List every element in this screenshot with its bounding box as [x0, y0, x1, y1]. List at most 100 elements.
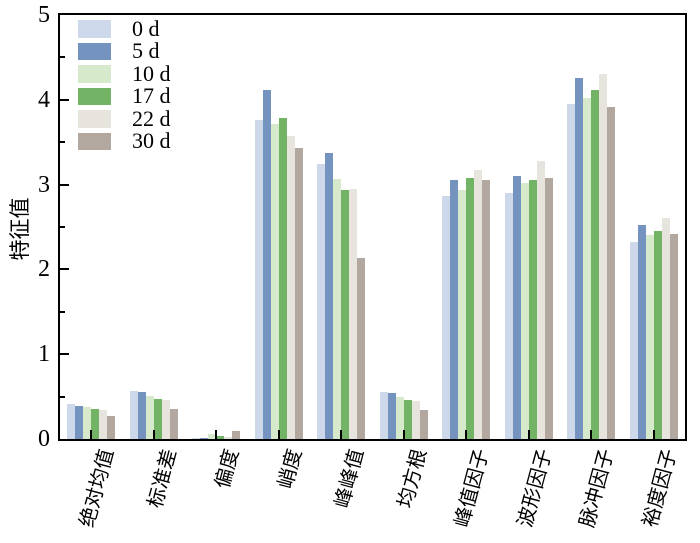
bar	[637, 225, 646, 439]
bar	[333, 178, 342, 439]
x-major-tick	[90, 430, 93, 439]
y-minor-tick	[60, 226, 65, 228]
legend-label: 22 d	[132, 105, 171, 131]
y-tick-label: 4	[38, 86, 50, 113]
x-major-tick	[402, 430, 405, 439]
bar	[107, 416, 116, 439]
legend-swatch	[78, 42, 111, 60]
bar	[216, 435, 225, 439]
bar	[599, 73, 608, 439]
bar	[208, 433, 217, 439]
bar	[653, 231, 662, 439]
bar	[661, 217, 670, 439]
bar	[254, 120, 263, 439]
y-tick-label: 0	[38, 426, 50, 452]
bar	[528, 180, 537, 439]
bar	[91, 409, 100, 439]
y-major-tick	[60, 183, 69, 186]
x-tick-label: 绝对均值	[76, 446, 119, 530]
legend-swatch	[78, 110, 111, 128]
bar	[270, 123, 279, 439]
bar	[411, 400, 420, 439]
bar	[387, 393, 396, 439]
bar	[357, 258, 366, 439]
bar	[286, 136, 295, 439]
legend-row: 22 d	[78, 105, 171, 131]
bar	[536, 160, 545, 439]
legend-swatch	[78, 20, 111, 38]
x-major-tick	[652, 430, 655, 439]
y-tick-label: 5	[38, 2, 50, 28]
legend-swatch	[78, 87, 111, 105]
bar	[544, 177, 553, 439]
bar	[317, 164, 326, 439]
x-major-tick	[590, 430, 593, 439]
x-tick-label: 峭度	[274, 446, 307, 492]
bar	[169, 409, 178, 439]
y-minor-tick	[60, 395, 65, 398]
x-tick-label: 偏度	[211, 446, 244, 492]
y-major-tick	[60, 98, 69, 101]
y-tick-label: 2	[38, 256, 50, 283]
y-minor-tick	[60, 310, 65, 313]
y-tick-label: 1	[38, 341, 50, 368]
bar	[294, 148, 303, 439]
bar	[442, 195, 451, 439]
x-major-tick	[527, 430, 530, 439]
bar	[474, 170, 483, 439]
bar	[99, 410, 108, 439]
bar	[129, 390, 138, 439]
bar	[325, 153, 334, 439]
bar	[607, 107, 616, 439]
x-tick-label: 波形因子	[514, 446, 557, 530]
x-major-tick	[277, 430, 280, 439]
bar	[67, 404, 76, 439]
bar	[403, 400, 412, 439]
x-major-tick	[152, 430, 155, 439]
legend-label: 5 d	[132, 38, 160, 64]
legend-row: 10 d	[78, 62, 171, 84]
bar	[450, 179, 459, 439]
bar	[224, 437, 233, 439]
bar	[278, 118, 287, 439]
bar	[512, 176, 521, 439]
bar	[200, 438, 209, 439]
legend-label: 30 d	[132, 128, 171, 154]
bar	[504, 193, 513, 439]
legend-row: 17 d	[78, 83, 171, 109]
bar	[458, 189, 467, 439]
bar	[145, 395, 154, 439]
y-major-tick	[60, 268, 69, 271]
bar	[349, 188, 358, 439]
x-tick-label: 峰值因子	[451, 446, 494, 530]
x-tick-label: 均方根	[394, 446, 432, 511]
bar	[645, 235, 654, 439]
x-tick-label: 峰峰值	[331, 446, 369, 511]
bar	[591, 89, 600, 439]
bar	[341, 189, 350, 439]
bar	[137, 392, 146, 439]
bar	[379, 391, 388, 439]
bar	[583, 98, 592, 439]
x-major-tick	[340, 430, 343, 439]
bar	[669, 233, 678, 439]
x-tick-label: 标准差	[144, 446, 182, 511]
bar	[192, 438, 201, 439]
bar	[419, 410, 428, 439]
legend-label: 0 d	[132, 15, 160, 41]
y-minor-tick	[60, 56, 65, 59]
bar	[153, 399, 162, 439]
bar	[395, 396, 404, 439]
legend-row: 0 d	[78, 15, 171, 41]
bar	[482, 179, 491, 439]
legend-label: 17 d	[132, 83, 171, 109]
bar	[567, 104, 576, 439]
x-major-tick	[465, 430, 468, 439]
bar	[466, 177, 475, 439]
x-tick-label: 脉冲因子	[576, 446, 619, 530]
y-minor-tick	[60, 141, 65, 144]
legend-swatch	[78, 65, 111, 83]
